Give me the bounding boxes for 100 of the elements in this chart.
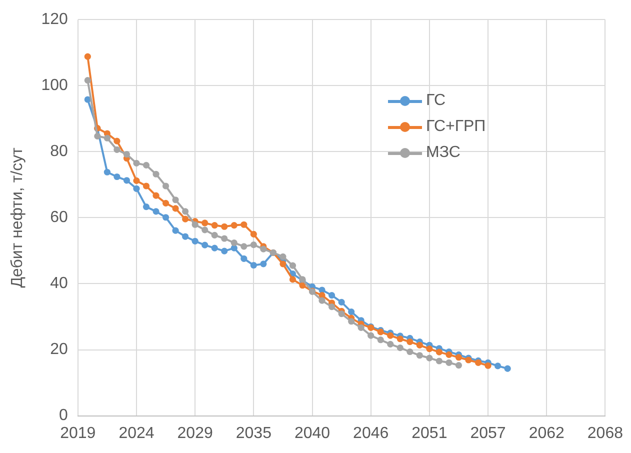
point [289, 262, 296, 269]
point [416, 342, 423, 348]
point [123, 177, 130, 184]
point [114, 173, 120, 180]
point [318, 297, 326, 304]
point [299, 282, 306, 289]
point [84, 53, 91, 60]
point [280, 253, 286, 260]
point [202, 226, 208, 234]
x-tick-label: 2062 [528, 424, 565, 442]
point [250, 230, 257, 238]
x-tick-label: 2068 [587, 424, 624, 442]
point [152, 170, 160, 178]
point [202, 220, 208, 226]
point [328, 304, 336, 310]
point [104, 134, 110, 142]
point [446, 359, 452, 366]
point [221, 235, 228, 242]
point [406, 348, 414, 356]
y-tick-label: 80 [50, 143, 68, 160]
legend-label: ГС+ГРП [426, 117, 486, 137]
point [289, 276, 296, 283]
point [152, 208, 160, 215]
point [133, 177, 140, 184]
x-tick-label: 2035 [236, 424, 272, 442]
point [426, 354, 433, 362]
point [142, 204, 150, 210]
y-tick-label: 40 [50, 275, 68, 292]
point [172, 196, 179, 204]
x-tick-label: 2040 [294, 424, 330, 442]
point [455, 362, 462, 369]
legend-label: МЗС [426, 143, 460, 163]
point [348, 318, 355, 325]
point [504, 365, 511, 372]
point [416, 352, 423, 359]
point [396, 344, 404, 352]
x-tick-label: 2057 [470, 424, 506, 442]
point [240, 243, 248, 250]
point [240, 221, 248, 228]
point [230, 239, 238, 246]
point [114, 146, 120, 153]
point [260, 260, 267, 268]
point [494, 362, 502, 370]
point [162, 214, 170, 221]
y-tick-label: 60 [50, 209, 68, 226]
point [172, 205, 179, 212]
point [172, 227, 179, 234]
point [240, 255, 248, 262]
point [396, 336, 404, 342]
point [152, 192, 160, 199]
point [280, 260, 286, 268]
point [446, 351, 452, 358]
legend-label: ГС [426, 91, 446, 111]
point [484, 362, 492, 369]
y-tick-label: 0 [58, 407, 68, 424]
point [162, 182, 170, 190]
point [455, 354, 462, 361]
point [387, 340, 394, 348]
y-axis-title: Дебит нефти, т/сут [9, 146, 26, 288]
point [162, 200, 170, 206]
point [192, 221, 198, 228]
point [377, 336, 384, 344]
point [142, 182, 150, 190]
point [192, 238, 198, 244]
point [182, 216, 189, 222]
point [338, 310, 345, 318]
x-tick-label: 2051 [412, 424, 448, 442]
point [338, 298, 345, 306]
point [142, 162, 150, 169]
point [250, 262, 257, 269]
point [211, 244, 218, 252]
x-tick-label: 2024 [118, 424, 154, 442]
point [426, 345, 433, 352]
point [250, 241, 257, 248]
point [387, 332, 394, 339]
point [123, 151, 130, 158]
point [368, 332, 374, 339]
point [133, 185, 140, 192]
point [358, 324, 364, 331]
point [348, 308, 355, 316]
point [133, 160, 140, 167]
point [436, 348, 442, 356]
x-tick-label: 2046 [353, 424, 389, 442]
point [182, 208, 189, 215]
x-tick-label: 2029 [177, 424, 213, 442]
point [406, 338, 414, 346]
point [221, 223, 228, 230]
point [202, 242, 208, 248]
point [260, 246, 267, 252]
point [84, 77, 91, 84]
y-tick-label: 100 [41, 77, 68, 94]
point [436, 358, 442, 364]
point [211, 232, 218, 238]
point [94, 132, 101, 140]
point [211, 222, 218, 229]
point [104, 168, 110, 176]
point [328, 292, 336, 299]
point [182, 233, 189, 240]
y-tick-label: 120 [41, 11, 68, 28]
x-tick-label: 2019 [60, 424, 96, 442]
